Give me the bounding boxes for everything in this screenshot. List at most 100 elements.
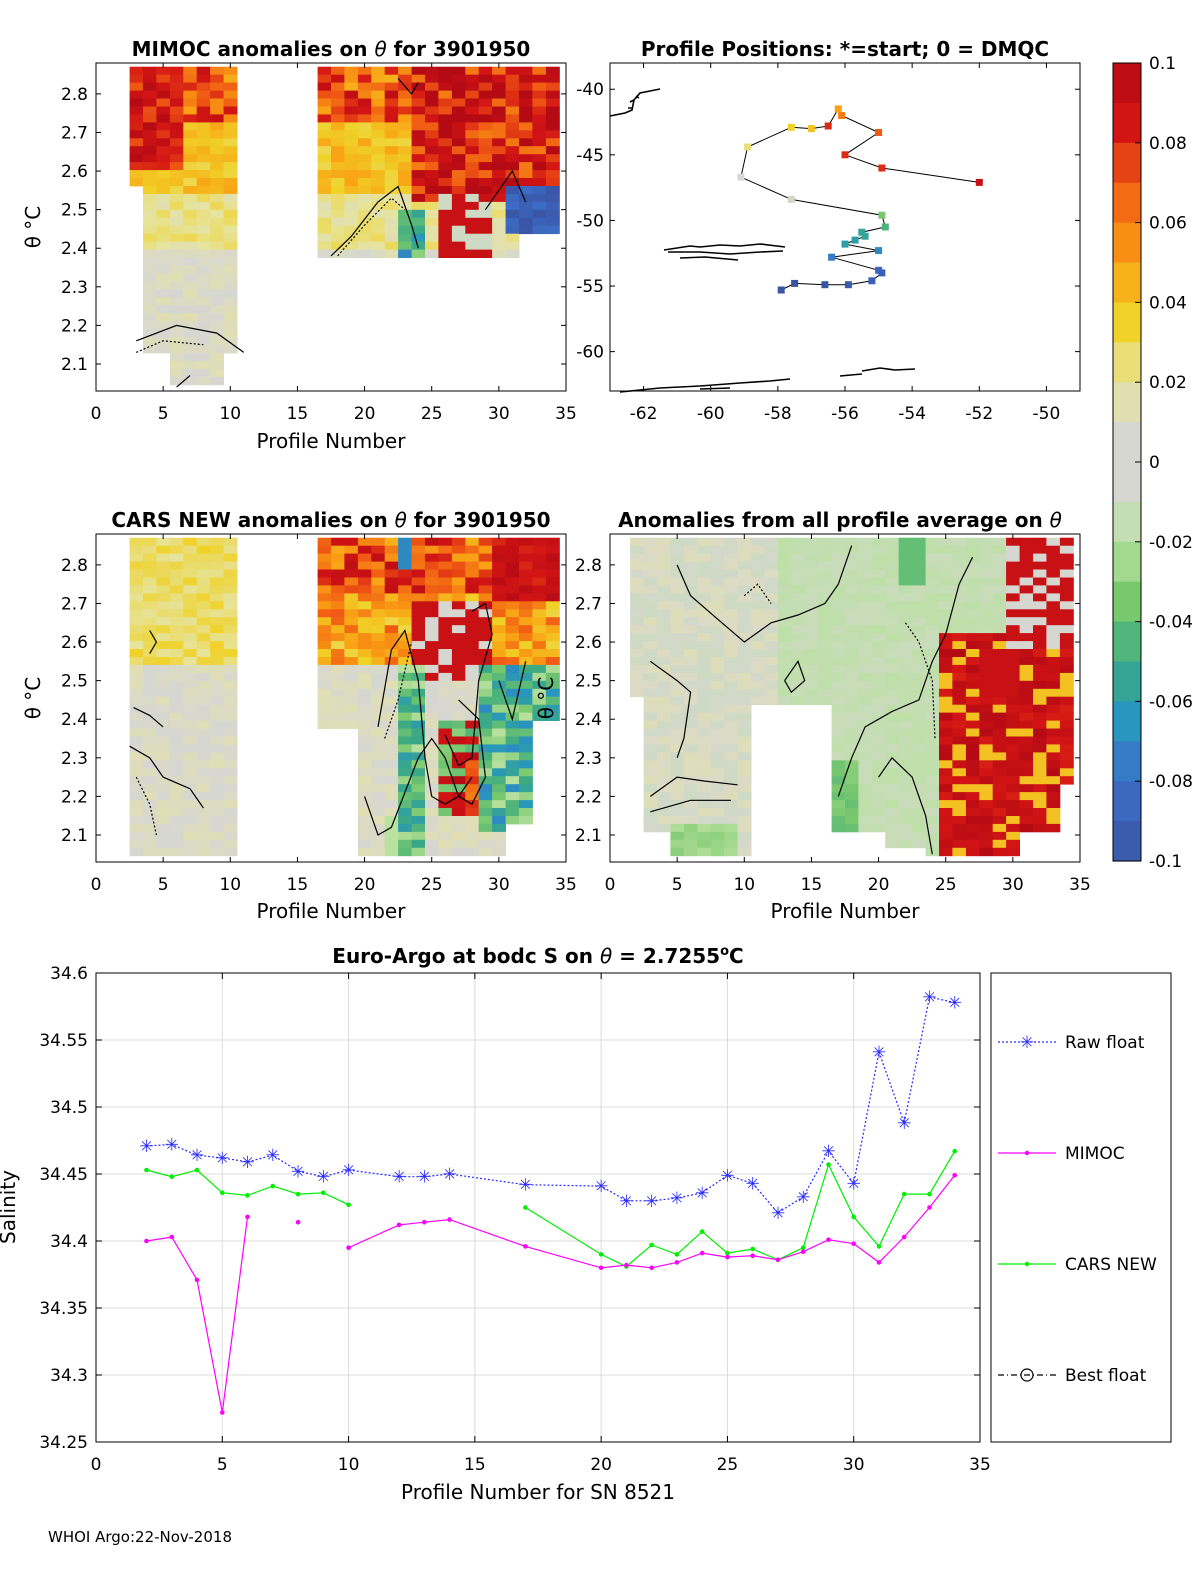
heatmap-cell [545,162,560,171]
heatmap-cell [737,720,752,729]
heatmap-cell [156,329,171,338]
heatmap-cell [858,712,873,721]
heatmap-cell [384,680,399,690]
heatmap-cell [939,752,953,761]
heatmap-cell [1046,704,1061,714]
heatmap-cell [764,680,779,690]
heatmap-cell [371,680,386,690]
heatmap-cell [1006,585,1020,594]
heatmap-cell [1019,680,1034,690]
colorbar-tick-label: 0.04 [1149,293,1187,313]
heatmap-cell [425,154,439,163]
heatmap-cell [357,664,372,674]
heatmap-cell [357,649,372,658]
heatmap-cell [505,537,520,547]
heatmap-cell [357,728,372,737]
heatmap-cell [357,847,372,857]
heatmap-cell [764,561,779,570]
heatmap-cell [831,545,846,555]
heatmap-cell [183,265,198,274]
heatmap-cell [451,704,466,714]
cars-new-point [144,1167,149,1173]
heatmap-cell [196,688,211,698]
heatmap-cell [965,561,980,570]
heatmap-cell [643,744,658,753]
heatmap-cell [871,776,886,785]
heatmap-cell [143,736,157,745]
heatmap-cell [657,816,671,825]
heatmap-cell [398,831,412,841]
heatmap-cell [183,186,198,195]
heatmap-cell [398,649,412,658]
heatmap-cell [858,585,873,594]
heatmap-cell [331,74,345,84]
heatmap-cell [196,186,211,195]
heatmap-cell [1019,664,1034,674]
heatmap-cell [183,90,198,99]
heatmap-cell [885,784,900,793]
heatmap-cell [196,376,211,386]
heatmap-cell [979,776,994,785]
heatmap-cell [384,569,399,578]
y-tick-label: 2.3 [61,278,88,298]
heatmap-cell [384,154,399,163]
heatmap-cell [317,82,332,91]
heatmap-cell [831,657,846,666]
heatmap-cell [451,728,466,737]
heatmap-cell [858,593,873,602]
heatmap-cell [1046,736,1061,745]
heatmap-cell [925,784,940,793]
heatmap-cell [398,800,412,809]
heatmap-cell [939,712,953,721]
heatmap-cell [697,585,712,594]
heatmap-cell [223,823,238,833]
colorbar-bin [1113,781,1141,822]
heatmap-cell [465,585,480,594]
heatmap-cell [979,792,994,801]
heatmap-cell [697,760,712,769]
legend: ✳ Raw float MIMOC CARS NEW Best float [990,972,1172,1443]
heatmap-cell [710,776,725,785]
heatmap-cell [898,585,913,594]
mimoc-point [523,1244,528,1249]
contour-line [743,583,772,604]
heatmap-cell [317,241,332,250]
heatmap-cell [317,162,332,171]
heatmap-cell [912,808,926,817]
heatmap-cell [505,90,520,99]
heatmap-cell [952,808,967,817]
heatmap-cell [643,816,658,825]
heatmap-cell [465,233,480,243]
heatmap-cell [697,553,712,562]
heatmap-cell [492,792,506,801]
heatmap-cell [858,633,873,642]
heatmap-cell [425,839,439,849]
heatmap-cell [1046,625,1061,634]
heatmap-cell [965,704,980,714]
heatmap-cell [1006,688,1020,698]
heatmap-cell [371,98,386,107]
heatmap-cell [156,289,171,298]
heatmap-cell [156,553,171,562]
heatmap-cell [898,712,913,721]
heatmap-cell [210,768,224,777]
heatmap-cell [438,537,453,547]
heatmap-cell [183,352,198,362]
heatmap-cell [371,696,386,706]
heatmap-cell [912,672,926,682]
profile-marker [777,286,785,294]
heatmap-cell [196,633,211,642]
heatmap-cell [183,593,198,602]
colorbar-bin [1113,821,1141,862]
heatmap-cell [169,122,184,131]
heatmap-cell [492,641,506,650]
heatmap-cell [492,233,506,243]
heatmap-cell [1019,752,1034,761]
heatmap-cell [465,633,480,642]
heatmap-cell [724,696,738,706]
heatmap-cell [898,577,913,586]
heatmap-cell [1033,625,1047,634]
heatmap-cell [845,712,859,721]
heatmap-cell [545,672,560,682]
heatmap-cell [885,664,900,674]
